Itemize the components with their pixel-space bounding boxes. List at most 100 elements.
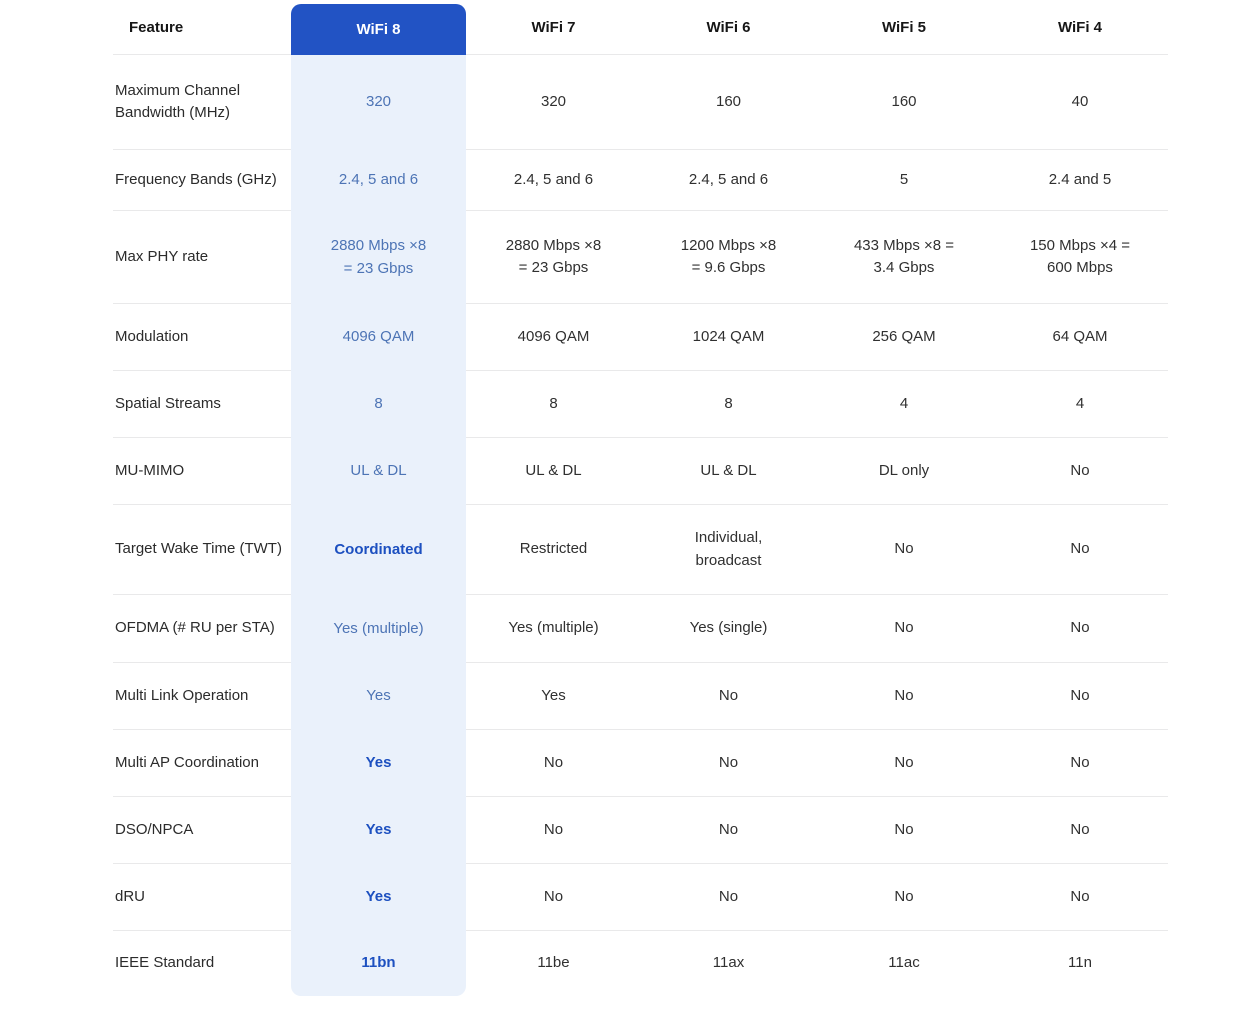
table-row: Modulation 4096 QAM 4096 QAM 1024 QAM 25… [113,304,1168,371]
wifi7-value: 4096 QAM [466,304,641,371]
wifi4-value: No [992,730,1168,797]
wifi8-value: Yes [291,864,466,931]
column-header-wifi4: WiFi 4 [992,0,1168,55]
wifi7-value: Yes (multiple) [466,595,641,663]
feature-label: Frequency Bands (GHz) [113,150,291,211]
feature-label: Target Wake Time (TWT) [113,505,291,595]
wifi6-value: Individual, broadcast [641,505,816,595]
table-row: MU-MIMO UL & DL UL & DL UL & DL DL only … [113,438,1168,505]
wifi8-value: 2880 Mbps ×8 = 23 Gbps [291,211,466,304]
feature-label: Multi Link Operation [113,663,291,730]
feature-label: IEEE Standard [115,954,215,972]
wifi-comparison-table: Feature WiFi 8 WiFi 7 WiFi 6 WiFi 5 WiFi… [113,0,1168,996]
wifi8-value: Coordinated [291,505,466,595]
wifi8-value: Yes [291,730,466,797]
wifi8-tab-button[interactable]: WiFi 8 [291,4,466,55]
wifi8-value: Yes [291,663,466,730]
wifi4-value: No [992,505,1168,595]
wifi7-value: UL & DL [466,438,641,505]
wifi7-value: 2880 Mbps ×8 = 23 Gbps [466,211,641,304]
wifi8-value: 11bn [291,931,466,996]
wifi5-value: No [816,663,992,730]
wifi5-value: 433 Mbps ×8 = 3.4 Gbps [816,211,992,304]
wifi7-value: Restricted [466,505,641,595]
wifi7-value: Yes [466,663,641,730]
wifi4-value: No [992,438,1168,505]
wifi6-value: 1200 Mbps ×8 = 9.6 Gbps [641,211,816,304]
wifi6-value: 1024 QAM [641,304,816,371]
wifi8-value: Yes [291,797,466,864]
wifi6-value: UL & DL [641,438,816,505]
wifi6-value: No [641,864,816,931]
column-header-wifi8: WiFi 8 [291,0,466,55]
wifi4-value: 4 [992,371,1168,438]
table-row: dRU Yes No No No No [113,864,1168,931]
wifi6-value: No [641,663,816,730]
feature-label: Max PHY rate [113,211,291,304]
wifi8-value: 2.4, 5 and 6 [291,150,466,211]
table-row: Max PHY rate 2880 Mbps ×8 = 23 Gbps 2880… [113,211,1168,304]
feature-label: OFDMA (# RU per STA) [113,595,291,663]
wifi5-value: No [816,797,992,864]
wifi5-value: No [816,864,992,931]
table-row: OFDMA (# RU per STA) Yes (multiple) Yes … [113,595,1168,663]
wifi5-value: 5 [816,150,992,211]
table-row: IEEE Standard 11bn 11be 11ax 11ac 11n [113,931,1168,996]
table-row: Maximum Channel Bandwidth (MHz) 320 320 … [113,55,1168,150]
wifi4-value: No [992,864,1168,931]
table-header-row: Feature WiFi 8 WiFi 7 WiFi 6 WiFi 5 WiFi… [113,0,1168,55]
wifi4-value: 2.4 and 5 [992,150,1168,211]
wifi7-value: No [466,797,641,864]
table-row: Spatial Streams 8 8 8 4 4 [113,371,1168,438]
wifi5-value: 160 [816,55,992,150]
wifi6-value: 2.4, 5 and 6 [641,150,816,211]
wifi7-value: 320 [466,55,641,150]
wifi8-value: 8 [291,371,466,438]
feature-label: DSO/NPCA [113,797,291,864]
column-header-feature: Feature [113,0,291,55]
table-row: Multi AP Coordination Yes No No No No [113,730,1168,797]
wifi6-value: No [641,797,816,864]
wifi5-value: DL only [816,438,992,505]
wifi5-value: 256 QAM [816,304,992,371]
table-row: Multi Link Operation Yes Yes No No No [113,663,1168,730]
wifi5-value: 4 [816,371,992,438]
feature-label: Spatial Streams [113,371,291,438]
wifi6-value: 8 [641,371,816,438]
wifi6-value: 11ax [712,954,745,972]
wifi7-value: 2.4, 5 and 6 [466,150,641,211]
feature-label: Modulation [113,304,291,371]
wifi5-value: No [816,730,992,797]
wifi7-value: No [466,864,641,931]
wifi7-value: 11be [537,954,570,972]
column-header-wifi5: WiFi 5 [816,0,992,55]
wifi7-value: No [466,730,641,797]
wifi7-value: 8 [466,371,641,438]
feature-label: dRU [113,864,291,931]
wifi4-value: 11n [1068,954,1092,972]
table-row: Target Wake Time (TWT) Coordinated Restr… [113,505,1168,595]
wifi5-value: No [816,595,992,663]
wifi4-value: No [992,663,1168,730]
wifi8-value: 4096 QAM [291,304,466,371]
feature-label: Multi AP Coordination [113,730,291,797]
wifi8-value: Yes (multiple) [291,595,466,663]
feature-label: Maximum Channel Bandwidth (MHz) [113,55,291,150]
wifi4-value: 150 Mbps ×4 = 600 Mbps [992,211,1168,304]
wifi4-value: 64 QAM [992,304,1168,371]
table-row: DSO/NPCA Yes No No No No [113,797,1168,864]
column-header-wifi6: WiFi 6 [641,0,816,55]
wifi6-value: No [641,730,816,797]
wifi5-value: 11ac [888,954,920,972]
feature-label: MU-MIMO [113,438,291,505]
wifi4-value: 40 [992,55,1168,150]
wifi5-value: No [816,505,992,595]
wifi6-value: 160 [641,55,816,150]
wifi4-value: No [992,595,1168,663]
column-header-wifi7: WiFi 7 [466,0,641,55]
wifi4-value: No [992,797,1168,864]
wifi8-value: UL & DL [291,438,466,505]
wifi8-value: 320 [291,55,466,150]
wifi6-value: Yes (single) [641,595,816,663]
table-row: Frequency Bands (GHz) 2.4, 5 and 6 2.4, … [113,150,1168,211]
